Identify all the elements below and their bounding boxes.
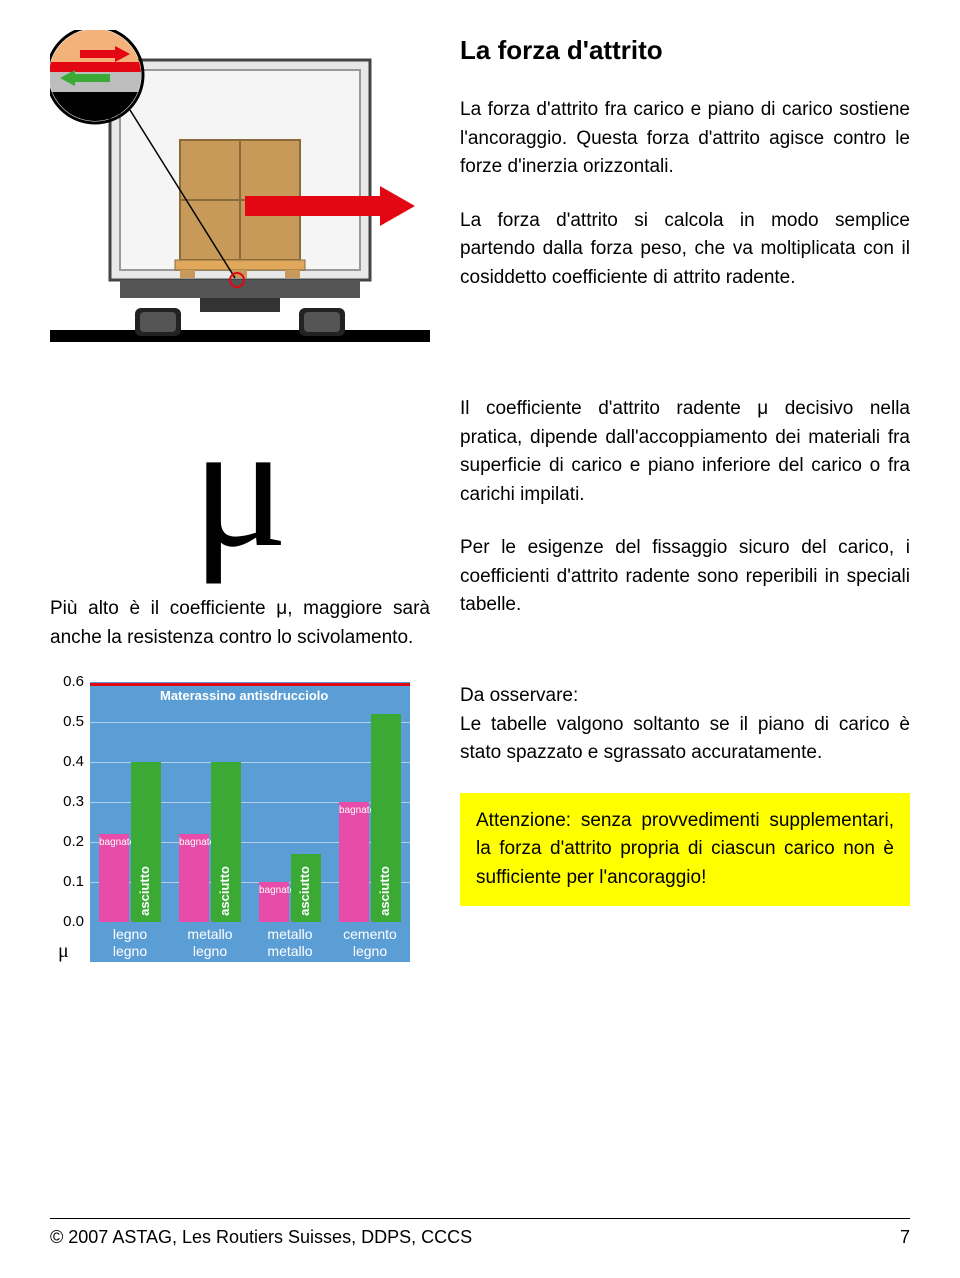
paragraph-2: La forza d'attrito si calcola in modo se… (460, 207, 910, 293)
y-tick: 0.5 (54, 713, 84, 730)
page-number: 7 (900, 1227, 910, 1248)
x-category: metallolegno (170, 926, 250, 960)
mu-symbol: μ (50, 395, 430, 575)
y-tick: 0.6 (54, 673, 84, 690)
y-tick: 0.0 (54, 913, 84, 930)
bar-dry-label: asciutto (137, 866, 152, 916)
friction-chart: Materassino antisdrucciolobagnatoasciutt… (50, 682, 410, 962)
x-category: legnolegno (90, 926, 170, 960)
y-tick: 0.4 (54, 753, 84, 770)
bar-dry-label: asciutto (217, 866, 232, 916)
warning-box: Attenzione: senza provvedimenti suppleme… (460, 793, 910, 907)
mu-axis-label: μ (58, 940, 69, 963)
paragraph-4: Per le esigenze del fissaggio sicuro del… (460, 534, 910, 620)
bar-wet-label: bagnato (339, 805, 369, 816)
y-tick: 0.1 (54, 873, 84, 890)
paragraph-1: La forza d'attrito fra carico e piano di… (460, 96, 910, 182)
mu-caption: Più alto è il coefficiente μ, maggiore s… (50, 595, 430, 652)
paragraph-3: Il coefficiente d'attrito radente μ deci… (460, 395, 910, 509)
bar-dry-label: asciutto (297, 866, 312, 916)
truck-illustration (50, 30, 430, 370)
y-tick: 0.3 (54, 793, 84, 810)
bar-wet-label: bagnato (99, 837, 129, 848)
paragraph-5: Da osservare: Le tabelle valgono soltant… (460, 682, 910, 768)
bar-wet-label: bagnato (179, 837, 209, 848)
x-category: metallometallo (250, 926, 330, 960)
bar-dry-label: asciutto (377, 866, 392, 916)
page-footer: © 2007 ASTAG, Les Routiers Suisses, DDPS… (50, 1218, 910, 1248)
footer-copyright: © 2007 ASTAG, Les Routiers Suisses, DDPS… (50, 1227, 472, 1248)
y-tick: 0.2 (54, 833, 84, 850)
bar-wet-label: bagnato (259, 885, 289, 896)
x-category: cementolegno (330, 926, 410, 960)
page-title: La forza d'attrito (460, 35, 910, 66)
